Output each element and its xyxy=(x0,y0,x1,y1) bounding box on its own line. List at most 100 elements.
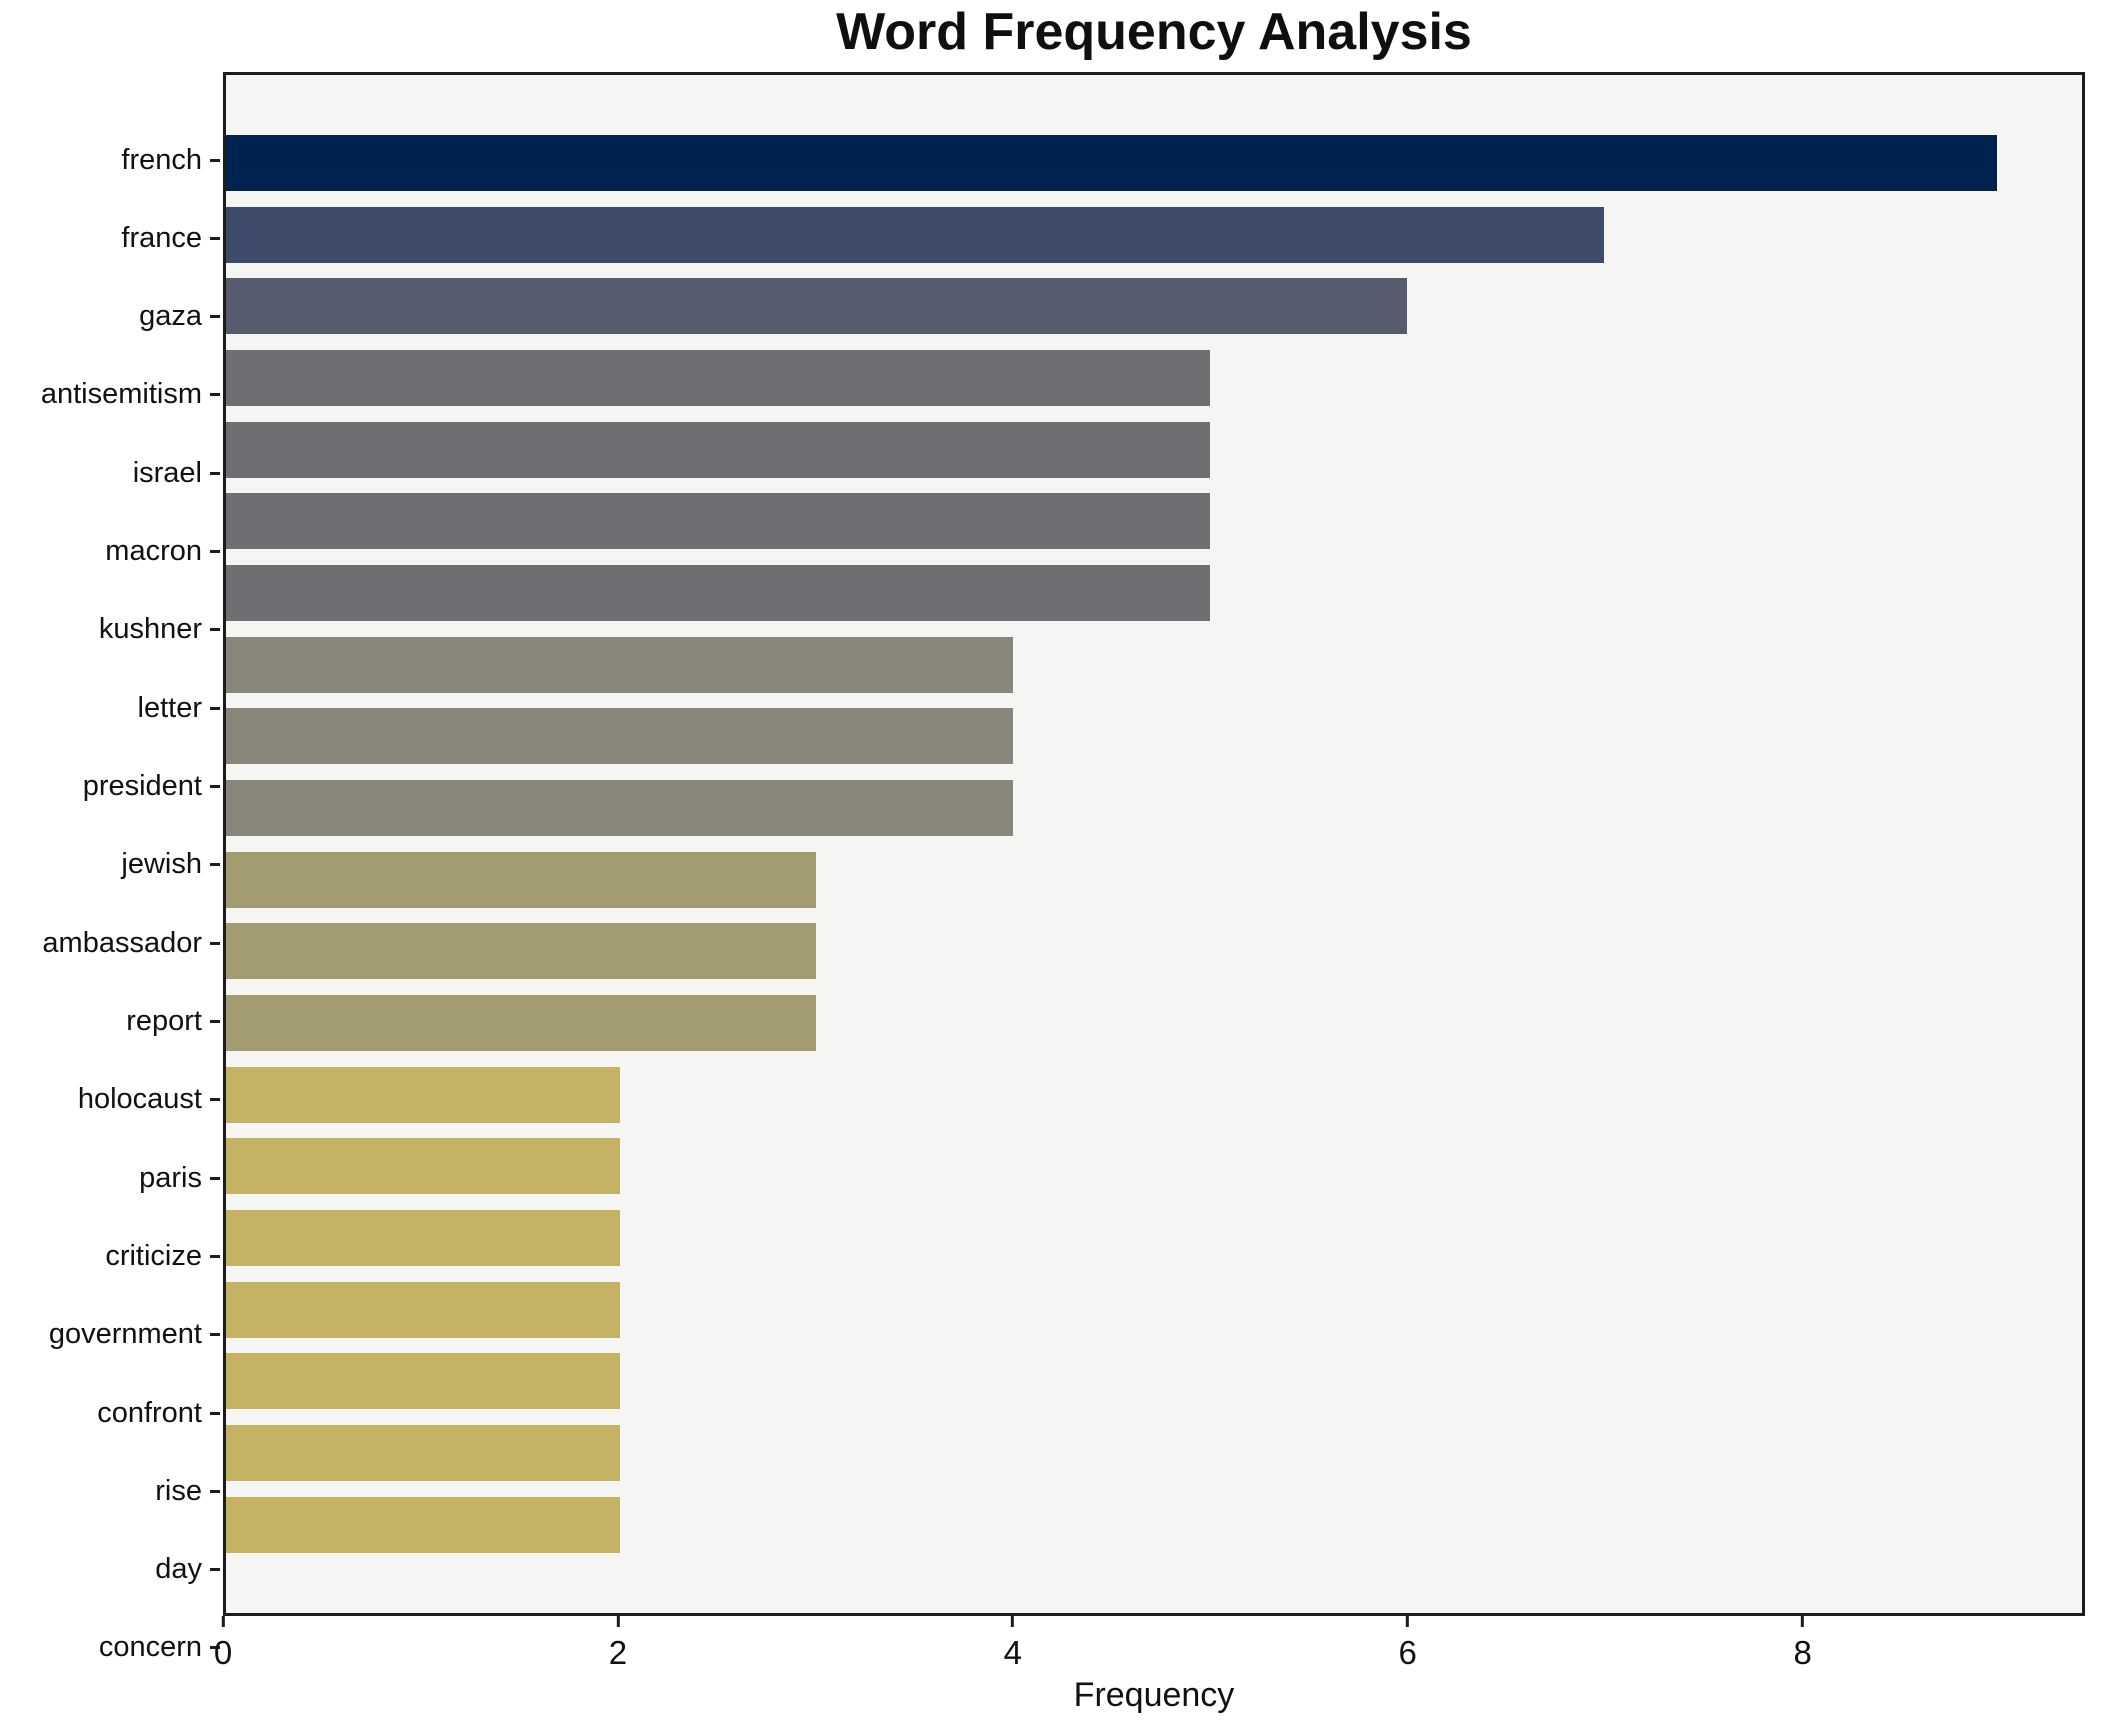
y-tick: holocaust xyxy=(0,1072,220,1128)
bar-antisemitism xyxy=(226,350,1211,407)
y-tick: concern xyxy=(0,1620,220,1676)
y-tick-label: criticize xyxy=(105,1239,202,1272)
x-tick: 2 xyxy=(609,1616,627,1669)
y-tick-label: macron xyxy=(105,535,202,568)
bar-criticize xyxy=(226,1138,620,1195)
bar-israel xyxy=(226,421,1211,478)
bar-gaza xyxy=(226,278,1407,335)
y-tick-label: antisemitism xyxy=(40,378,202,411)
bar-report xyxy=(226,923,817,980)
y-tick-label: concern xyxy=(98,1631,202,1664)
bar-rise xyxy=(226,1353,620,1410)
y-tick: macron xyxy=(0,524,220,580)
y-tick-mark xyxy=(210,1019,220,1023)
bar-row xyxy=(226,1496,2082,1553)
bar-row xyxy=(226,1210,2082,1267)
y-tick-label: israel xyxy=(132,456,202,489)
y-tick: government xyxy=(0,1307,220,1363)
x-axis-label: Frequency xyxy=(1073,1676,1235,1714)
bar-confront xyxy=(226,1281,620,1338)
bar-row xyxy=(226,1353,2082,1410)
plot-area xyxy=(223,72,2085,1616)
y-tick-mark xyxy=(210,785,220,788)
bar-row xyxy=(226,923,2082,980)
y-tick-label: confront xyxy=(97,1396,202,1429)
bar-row xyxy=(226,1138,2082,1195)
x-tick-mark xyxy=(1801,1616,1805,1627)
bars-container xyxy=(226,75,2082,1613)
y-tick-label: french xyxy=(121,143,202,176)
y-tick-label: paris xyxy=(139,1161,202,1194)
y-tick-label: report xyxy=(126,1004,202,1037)
bar-row xyxy=(226,565,2082,622)
y-tick-mark xyxy=(210,706,220,710)
y-tick: antisemitism xyxy=(0,367,220,423)
bar-row xyxy=(226,350,2082,407)
y-tick: paris xyxy=(0,1150,220,1206)
y-tick-mark xyxy=(210,1568,220,1572)
bar-row xyxy=(226,278,2082,335)
y-tick-mark xyxy=(210,863,220,867)
bar-day xyxy=(226,1425,620,1482)
y-tick-label: gaza xyxy=(139,300,202,333)
bar-ambassador xyxy=(226,851,817,908)
y-tick-mark xyxy=(210,1176,220,1180)
y-tick-label: president xyxy=(82,770,202,802)
y-tick-label: kushner xyxy=(98,613,202,646)
y-tick-mark xyxy=(210,471,220,475)
y-tick: jewish xyxy=(0,837,220,893)
x-tick: 6 xyxy=(1399,1616,1417,1669)
y-tick-mark xyxy=(210,158,220,162)
bar-row xyxy=(226,780,2082,837)
bar-french xyxy=(226,135,1998,191)
y-tick-mark xyxy=(210,1254,220,1258)
bar-row xyxy=(226,1281,2082,1338)
bar-france xyxy=(226,206,1604,263)
y-tick: day xyxy=(0,1542,220,1598)
y-tick-mark xyxy=(210,1411,220,1415)
x-tick: 0 xyxy=(214,1616,232,1669)
x-tick-mark xyxy=(221,1616,225,1627)
y-tick-mark xyxy=(210,1333,220,1337)
y-tick: criticize xyxy=(0,1228,220,1284)
x-tick: 8 xyxy=(1793,1616,1812,1671)
x-tick-label: 8 xyxy=(1793,1634,1812,1671)
y-tick-label: day xyxy=(155,1553,202,1586)
y-tick-label: ambassador xyxy=(42,926,202,959)
y-tick-label: france xyxy=(121,221,202,254)
y-tick-mark xyxy=(210,393,220,397)
bar-letter xyxy=(226,636,1014,693)
y-tick-mark xyxy=(210,1489,220,1493)
y-tick: report xyxy=(0,993,220,1049)
y-axis-labels: french france gaza antisemitism israel macron… xyxy=(0,72,220,1722)
y-tick-label: rise xyxy=(155,1474,202,1507)
bar-row xyxy=(226,206,2082,263)
y-tick-label: holocaust xyxy=(77,1083,202,1116)
bar-kushner xyxy=(226,565,1211,622)
y-tick: president xyxy=(0,759,220,815)
bar-macron xyxy=(226,493,1211,550)
y-tick: confront xyxy=(0,1385,220,1441)
bar-president xyxy=(226,708,1014,765)
y-tick-mark xyxy=(210,1646,220,1650)
y-tick: france xyxy=(0,210,220,266)
x-tick-mark xyxy=(1406,1616,1410,1627)
y-tick: french xyxy=(0,132,220,188)
x-axis-ticks: 0 2 4 6 8 xyxy=(214,1616,2085,1696)
bar-paris xyxy=(226,1066,620,1123)
y-tick-label: letter xyxy=(137,691,202,724)
y-tick-mark xyxy=(210,315,220,319)
y-tick-label: government xyxy=(48,1318,202,1351)
y-tick-mark xyxy=(210,236,220,240)
y-tick: ambassador xyxy=(0,915,220,971)
bar-row xyxy=(226,1425,2082,1482)
y-tick-mark xyxy=(210,628,220,632)
x-tick: 4 xyxy=(1004,1616,1022,1669)
y-tick: letter xyxy=(0,680,220,736)
x-tick-mark xyxy=(616,1616,620,1627)
x-tick-label: 6 xyxy=(1398,1634,1417,1671)
y-tick-label: jewish xyxy=(121,848,202,881)
bar-row xyxy=(226,708,2082,765)
x-tick-label: 4 xyxy=(1003,1634,1022,1671)
